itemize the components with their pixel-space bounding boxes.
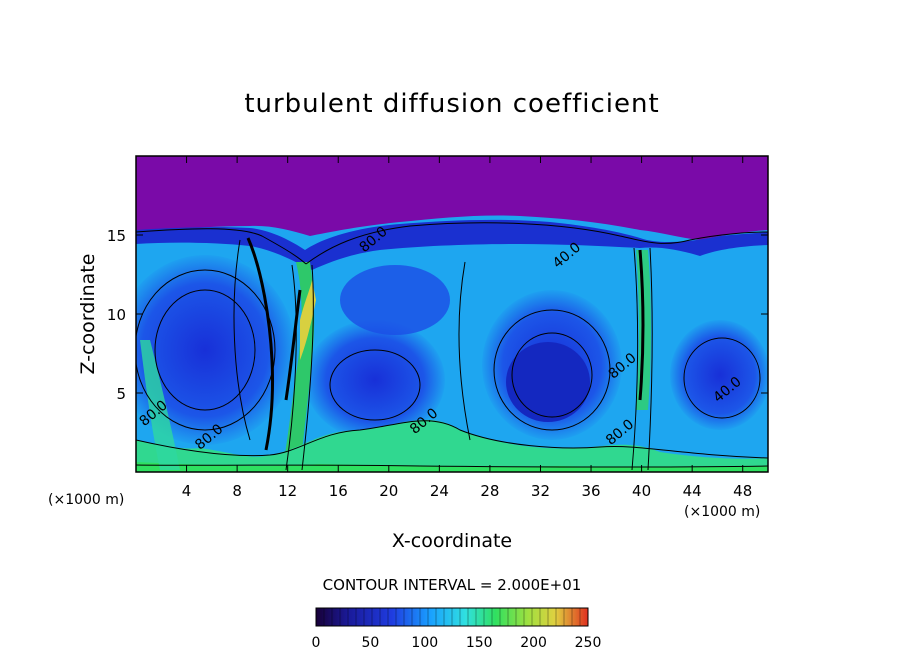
colorbar-tick-label: 250 [575,635,602,651]
contour-interval: CONTOUR INTERVAL = 2.000E+01 [323,576,582,594]
x-tick-label: 28 [480,482,499,500]
x-axis-unit-left: (×1000 m) [48,492,124,508]
x-tick-label: 44 [683,482,702,500]
x-tick-label: 48 [733,482,752,500]
y-tick-label: 10 [107,306,126,324]
colorbar-tick-label: 150 [466,635,493,651]
x-tick-label: 40 [632,482,651,500]
x-axis-label: X-coordinate [392,530,512,552]
x-tick-label: 20 [379,482,398,500]
y-axis: 5 10 15 [107,227,768,403]
y-axis-label: Z-coordinate [77,254,99,375]
x-axis-unit-right: (×1000 m) [684,504,760,520]
x-tick-label: 32 [531,482,550,500]
y-tick-label: 5 [116,385,126,403]
x-axis: 4 8 12 16 20 24 28 32 36 40 44 48 [182,156,752,500]
colorbar-tick-label: 50 [361,635,379,651]
x-tick-label: 16 [329,482,348,500]
chart-title: turbulent diffusion coefficient [244,89,659,119]
colorbar: 0 50 100 150 200 250 [312,607,602,651]
colorbar-tick-label: 100 [411,635,438,651]
colorbar-ticks: 0 50 100 150 200 250 [312,635,602,651]
x-tick-label: 4 [182,482,192,500]
x-tick-label: 12 [278,482,297,500]
x-tick-label: 36 [581,482,600,500]
colorbar-tick-label: 0 [312,635,321,651]
x-tick-label: 8 [232,482,242,500]
y-tick-label: 15 [107,227,126,245]
colorbar-stripes [323,608,581,626]
colorbar-tick-label: 200 [520,635,547,651]
heatmap-field [136,156,768,472]
x-tick-label: 24 [430,482,449,500]
